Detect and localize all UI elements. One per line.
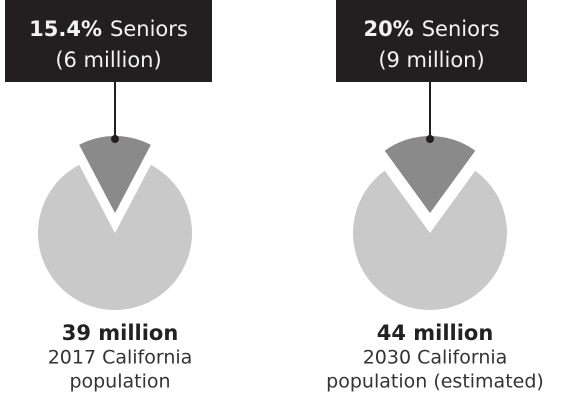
annotation-label: 15.4% Seniors (29, 17, 188, 41)
label-box (336, 0, 527, 82)
pie-slice (384, 136, 476, 213)
pie-slice (38, 164, 192, 310)
chart-subtitle: population (69, 371, 170, 393)
annotation-label: 20% Seniors (363, 17, 499, 41)
pie-slice (79, 136, 151, 213)
value-label: 15.4% (29, 17, 102, 41)
chart-subtitle: population (estimated) (326, 371, 544, 393)
leader-dot (426, 135, 434, 143)
annotation-count: (9 million) (378, 48, 484, 72)
annotation-count: (6 million) (55, 48, 161, 72)
label-box (5, 0, 212, 82)
leader-dot (111, 135, 119, 143)
chart-title: 39 million (62, 321, 179, 345)
category-label: Seniors (110, 17, 188, 41)
chart-title: 44 million (377, 321, 494, 345)
chart-subtitle: 2017 California (48, 347, 193, 369)
value-label: 20% (363, 17, 413, 41)
pie-slice (353, 170, 508, 310)
chart-subtitle: 2030 California (363, 347, 508, 369)
category-label: Seniors (422, 17, 500, 41)
